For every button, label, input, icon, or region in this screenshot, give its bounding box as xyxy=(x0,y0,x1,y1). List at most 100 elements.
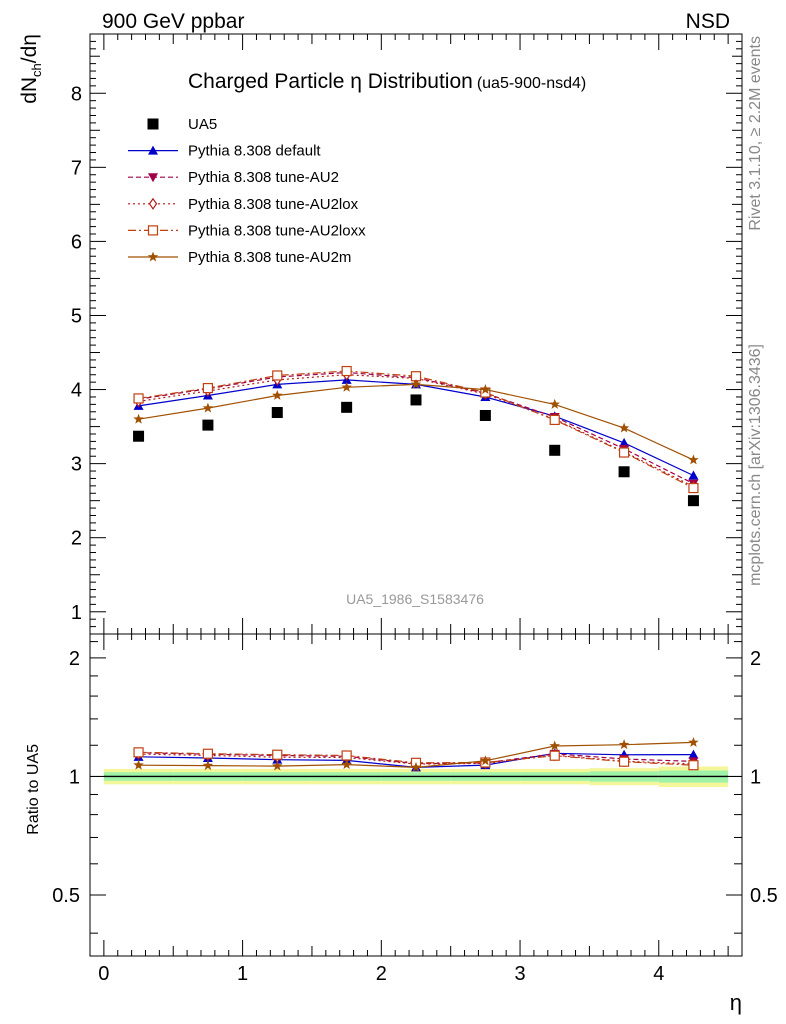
y-tick-label-ratio: 0.5 xyxy=(52,885,80,907)
x-axis-label: η xyxy=(730,990,742,1015)
y-tick-label-main: 2 xyxy=(71,528,82,550)
series-point xyxy=(619,437,630,447)
series-point xyxy=(202,402,214,413)
legend-label: UA5 xyxy=(188,116,217,133)
ratio-frame xyxy=(89,633,743,957)
y-tick-label-ratio: 2 xyxy=(69,648,80,670)
series-4 xyxy=(133,378,699,772)
header-right: NSD xyxy=(686,10,730,33)
data-point xyxy=(410,394,422,406)
series-point xyxy=(272,389,283,400)
series-point xyxy=(549,414,560,426)
legend-marker xyxy=(147,118,159,130)
band-layer xyxy=(103,766,729,788)
legend-entry: Pythia 8.308 default xyxy=(128,143,321,160)
series-ratio-point xyxy=(688,736,699,747)
series-point xyxy=(688,470,699,480)
watermark: UA5_1986_S1583476 xyxy=(346,591,484,607)
legend-entry: Pythia 8.308 tune-AU2loxx xyxy=(128,222,366,239)
series-1 xyxy=(133,368,699,769)
chart-subtitle: (ua5-900-nsd4) xyxy=(477,75,586,92)
y-axis-label-ratio: Ratio to UA5 xyxy=(25,744,42,835)
legend-label: Pythia 8.308 default xyxy=(188,143,321,160)
series-point xyxy=(341,381,352,392)
series-ratio-point xyxy=(341,759,352,770)
data-point xyxy=(202,419,214,431)
legend-entry: Pythia 8.308 tune-AU2 xyxy=(128,169,339,186)
legend-label: Pythia 8.308 tune-AU2lox xyxy=(188,196,359,213)
legend-marker xyxy=(147,225,159,236)
legend-entry: Pythia 8.308 tune-AU2lox xyxy=(128,196,359,213)
series-point xyxy=(341,365,352,377)
legend: UA5 Pythia 8.308 default Pythia 8.308 tune… xyxy=(128,116,366,266)
mcplots-label: mcplots.cern.ch [arXiv:1306.3436] xyxy=(747,344,764,586)
series-line-main xyxy=(138,379,694,477)
legend-marker xyxy=(148,173,158,183)
series-point xyxy=(688,482,699,494)
series-ratio-point xyxy=(480,755,491,766)
data-series xyxy=(133,394,699,507)
series-layer xyxy=(133,365,699,772)
series-ratio-point xyxy=(272,749,283,760)
series-ratio-point xyxy=(133,759,144,770)
legend-marker xyxy=(148,197,158,210)
series-point xyxy=(133,393,144,404)
y-tick-label-ratio-right: 1 xyxy=(750,766,761,788)
legend-label: Pythia 8.308 tune-AU2loxx xyxy=(188,222,366,239)
x-tick-label: 0 xyxy=(98,963,109,985)
series-line-main xyxy=(138,370,694,489)
legend-label: Pythia 8.308 tune-AU2m xyxy=(188,249,351,266)
series-ratio-point xyxy=(410,761,422,772)
series-point xyxy=(410,378,422,389)
data-point xyxy=(687,495,699,507)
series-3 xyxy=(133,365,699,771)
legend-marker xyxy=(148,145,158,155)
legend-marker xyxy=(147,251,159,262)
series-point xyxy=(480,384,491,395)
legend-label: Pythia 8.308 tune-AU2 xyxy=(188,169,339,186)
header-left: 900 GeV ppbar xyxy=(102,10,244,33)
x-tick-label: 4 xyxy=(653,963,664,985)
y-tick-label-ratio-right: 2 xyxy=(750,648,761,670)
series-line-main xyxy=(138,374,694,488)
y-tick-label-main: 7 xyxy=(71,157,82,179)
legend-entry: Pythia 8.308 tune-AU2m xyxy=(128,249,351,266)
data-point xyxy=(549,444,561,456)
axes: 0 1 2 3 4 1 2 3 4 5 6 7 8 0.5 0.5 1 1 2 2 xyxy=(52,33,778,985)
chart-title-main: Charged Particle η Distribution xyxy=(188,70,473,93)
y-tick-label-main: 5 xyxy=(71,305,82,327)
series-ratio-point xyxy=(549,750,560,761)
y-tick-label-main: 3 xyxy=(71,454,82,476)
data-point xyxy=(271,407,283,419)
series-point xyxy=(272,370,283,381)
rivet-label: Rivet 3.1.10, ≥ 2.2M events xyxy=(747,36,764,231)
y-tick-label-ratio-right: 0.5 xyxy=(750,885,778,907)
series-point xyxy=(133,413,144,424)
y-tick-label-main: 1 xyxy=(71,602,82,624)
series-point xyxy=(618,447,630,458)
series-2 xyxy=(134,368,698,771)
series-ratio-point xyxy=(272,760,283,771)
y-tick-label-ratio: 1 xyxy=(69,766,80,788)
series-ratio-point xyxy=(618,756,630,767)
series-ratio-point xyxy=(133,747,144,758)
series-0 xyxy=(133,374,699,772)
series-ratio-point xyxy=(202,760,214,771)
data-point xyxy=(341,401,353,413)
series-ratio-point xyxy=(341,750,352,761)
x-tick-label: 1 xyxy=(237,963,248,985)
data-point xyxy=(133,430,145,442)
data-point xyxy=(618,466,630,478)
y-tick-label-main: 6 xyxy=(71,231,82,253)
series-point xyxy=(688,454,699,465)
y-axis-label-main: dNch/dη xyxy=(18,34,44,104)
y-tick-label-main: 4 xyxy=(71,380,82,402)
data-point xyxy=(479,409,491,421)
series-ratio-point xyxy=(202,748,214,759)
chart-title: Charged Particle η Distribution (ua5-900-… xyxy=(188,70,586,93)
series-ratio-point xyxy=(688,749,699,759)
series-line-main xyxy=(138,371,694,485)
y-tick-label-main: 8 xyxy=(71,83,82,105)
x-tick-label: 3 xyxy=(514,963,525,985)
